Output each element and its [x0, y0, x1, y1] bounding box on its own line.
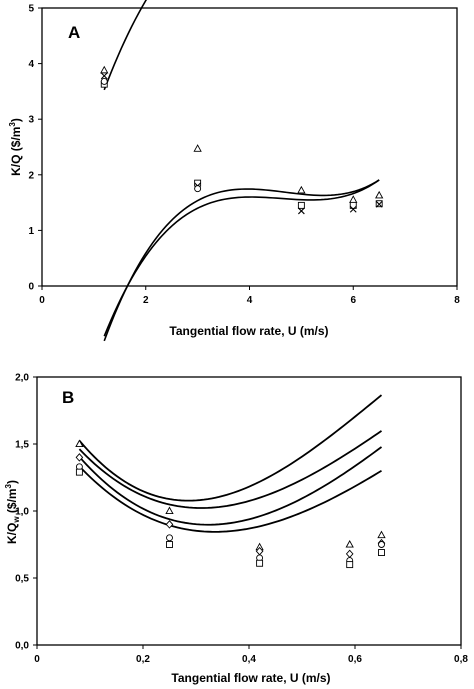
x-tick-label-a-1: 2	[143, 295, 149, 306]
point-a-triangle-1	[193, 144, 202, 152]
point-b-circle-4	[378, 541, 385, 548]
point-b-diamond-0	[75, 453, 84, 462]
fit-curve-b-triangle	[78, 394, 383, 502]
y-tick-label-a-0: 0	[28, 282, 34, 293]
x-tick-label-b-1: 0,2	[136, 654, 150, 665]
fit-curve-a-triangle	[103, 0, 148, 91]
point-b-diamond-1	[165, 520, 174, 529]
point-a-x-3-stroke-2	[349, 205, 357, 213]
point-a-triangle-3	[349, 195, 358, 203]
x-axis-title-a: Tangential flow rate, U (m/s)	[169, 324, 328, 338]
point-b-square-2	[256, 559, 264, 567]
x-tick-label-b-3: 0,6	[348, 654, 362, 665]
y-tick-label-b-4: 2,0	[15, 373, 29, 384]
y-axis-b: 0,0 0,5 1,0 1,5 2,0	[15, 373, 37, 652]
y-tick-label-a-1: 1	[28, 226, 34, 237]
point-a-x-4	[375, 200, 383, 208]
point-b-triangle-4	[377, 530, 386, 539]
x-tick-label-b-0: 0	[34, 654, 40, 665]
y-axis-title-b: K/Qw ($/m3)	[4, 480, 21, 544]
y-axis-title-a-main: K/Q ($/m	[9, 127, 23, 176]
panel-label-b: B	[62, 388, 74, 407]
fit-curve-a-x	[103, 179, 380, 337]
y-tick-label-a-3: 3	[28, 115, 34, 126]
plot-frame-b	[36, 376, 462, 646]
point-a-triangle-4	[375, 190, 384, 199]
point-b-diamond-3	[345, 549, 354, 559]
series-layer-a	[100, 0, 384, 342]
fit-curve-b-circle	[78, 446, 383, 526]
point-a-circle-1	[194, 185, 202, 193]
y-tick-label-b-2: 1,0	[15, 507, 29, 518]
point-a-x-0	[100, 72, 108, 80]
y-tick-label-a-4: 4	[28, 59, 34, 70]
y-axis-title-b-main: K/Q	[5, 523, 19, 544]
x-tick-label-a-3: 6	[350, 295, 356, 306]
y-axis-title-b-sup: 3	[4, 483, 13, 488]
point-a-square-2	[297, 201, 305, 209]
x-axis-b: 0 0,2 0,4 0,6 0,8	[34, 645, 468, 665]
x-tick-label-a-4: 8	[454, 295, 460, 306]
plot-frame-a	[41, 7, 458, 287]
y-axis-title-b-end: )	[5, 480, 19, 484]
y-axis-a: 0 1 2 3 4 5	[28, 4, 42, 293]
y-tick-label-b-1: 0,5	[15, 574, 29, 585]
point-b-triangle-3	[345, 539, 354, 548]
point-b-square-1	[166, 541, 173, 548]
point-a-triangle-2	[297, 185, 306, 194]
y-tick-label-b-0: 0,0	[15, 641, 29, 652]
point-b-square-0	[75, 468, 83, 476]
point-a-x-3	[349, 205, 357, 213]
y-tick-label-a-5: 5	[28, 4, 34, 15]
y-tick-label-b-3: 1,5	[15, 440, 29, 451]
x-tick-label-b-2: 0,4	[242, 654, 256, 665]
x-tick-label-a-2: 4	[247, 295, 253, 306]
x-axis-title-b: Tangential flow rate, U (m/s)	[171, 671, 330, 685]
y-axis-title-a-sup: 3	[8, 122, 17, 127]
series-layer-b	[75, 394, 386, 569]
point-a-triangle-0	[100, 65, 109, 74]
point-a-circle-0	[100, 77, 108, 85]
fit-curve-a-square	[103, 179, 380, 342]
x-tick-label-a-0: 0	[39, 295, 45, 306]
point-a-square-3	[349, 201, 357, 209]
y-axis-title-a: K/Q ($/m3)	[8, 118, 23, 176]
fit-curve-b-square	[78, 465, 382, 533]
point-b-circle-1	[166, 534, 173, 542]
chart-panel-b: 0,0 0,5 1,0 1,5 2,0 0 0,2 0,4 0,6 0,8 B Tangenti…	[4, 373, 468, 686]
point-b-square-3	[346, 561, 354, 569]
point-a-x-2	[297, 207, 305, 215]
point-a-x-2-stroke-2	[297, 207, 305, 215]
point-b-square-4	[378, 549, 385, 556]
point-a-x-0-stroke-2	[100, 72, 108, 80]
y-axis-title-a-end: )	[9, 118, 23, 122]
fit-curve-b-diamond	[78, 430, 383, 509]
y-axis-title-b-mid: ($/m	[5, 488, 19, 516]
point-b-triangle-1	[165, 506, 174, 515]
x-axis-a: 0 2 4 6 8	[39, 286, 460, 306]
point-b-triangle-0	[75, 439, 84, 448]
panel-label-a: A	[68, 23, 80, 42]
chart-panel-a: 0 1 2 3 4 5 0 2 4 6 8 A Tangential flow rate, U (…	[8, 0, 460, 342]
x-tick-label-b-4: 0,8	[454, 654, 468, 665]
y-tick-label-a-2: 2	[28, 170, 34, 181]
point-a-x-4-stroke-2	[375, 200, 383, 208]
y-axis-title-b-sub: w	[12, 516, 21, 524]
